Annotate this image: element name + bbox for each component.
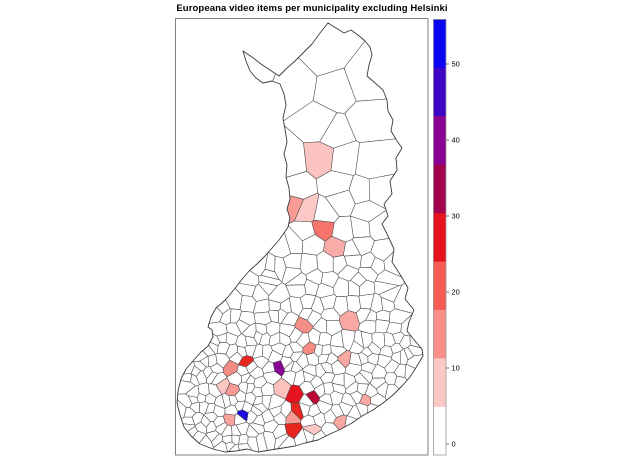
municipality-cell-highlighted [224,383,241,396]
municipality-cell [394,375,423,414]
legend-color-band [433,115,446,165]
municipality-cell [177,223,260,287]
municipality-cell [260,269,280,280]
plot-frame [175,18,429,456]
municipality-cell-highlighted [303,141,334,180]
color-scale-legend: 0 10 20 30 40 50 [433,19,460,456]
municipality-cell [320,422,352,452]
municipality-cell-highlighted [302,341,317,356]
municipality-cell [177,343,195,375]
municipality-cell [367,403,423,452]
municipality-cell-highlighted [294,316,314,334]
municipality-cell [238,433,249,445]
legend-color-band [433,19,446,68]
municipality-cell [177,185,269,277]
municipality-cell [236,213,292,259]
municipality-cell-highlighted [284,422,303,440]
municipality-cell-highlighted [302,424,322,436]
national-border-outline [176,22,424,453]
legend-color-band [433,212,446,262]
municipality-cell-highlighted [305,390,320,405]
legend-tick-label: 50 [452,60,460,69]
municipality-cell-highlighted [323,235,346,258]
legend-tick-label: 10 [452,364,460,373]
municipality-cell [318,332,333,346]
municipality-cell-highlighted [273,377,292,400]
municipality-cell [321,344,332,355]
municipality-cell [177,23,288,151]
municipality-cell-highlighted [238,355,254,368]
legend-color-band [433,164,446,214]
municipality-cell [177,232,231,315]
municipality-cell-highlighted [236,409,249,422]
municipality-cell [177,259,223,326]
municipality-cell [384,384,423,446]
municipality-cell [344,95,423,143]
legend-tick-label: 20 [452,288,460,297]
municipality-cell [359,369,373,384]
legend-color-band [433,406,446,456]
municipality-mesh [177,23,423,452]
finland-choropleth-map [175,18,429,456]
chart-title: Europeana video items per municipality e… [176,3,448,14]
municipality-cell [343,415,387,452]
legend-color-band [433,309,446,359]
municipality-cell [343,23,423,102]
municipality-cell-highlighted [223,413,236,427]
municipality-cell [404,363,423,405]
municipality-cell-highlighted [359,393,371,407]
legend-tick-label: 0 [452,440,456,449]
municipality-cell [177,321,208,362]
legend-tick-label: 40 [452,136,460,145]
legend-color-band [433,261,446,310]
legend-border [433,19,447,456]
legend-color-band [433,358,446,407]
municipality-cell [355,135,423,180]
legend-tick-label: 30 [452,212,460,221]
legend-color-band [433,67,446,117]
municipality-cell-highlighted [337,350,352,369]
municipality-cell-highlighted [272,360,285,377]
municipality-cell-highlighted [338,310,360,332]
municipality-cell [252,403,268,413]
